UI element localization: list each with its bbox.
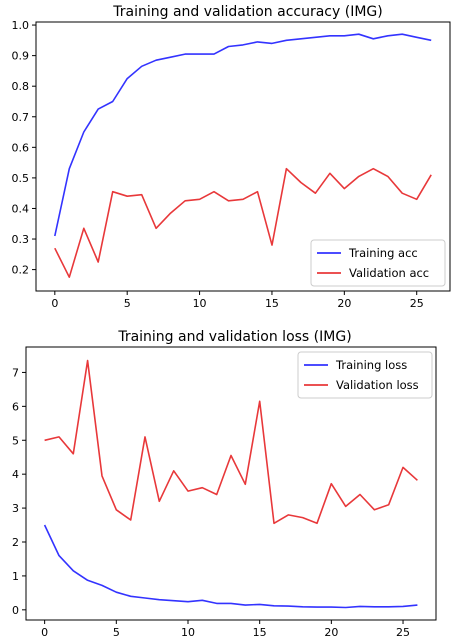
loss-ytick-label: 6 (12, 400, 19, 413)
loss-chart: Training and validation loss (IMG) 0 5 10 1… (12, 329, 437, 639)
loss-legend-label: Validation loss (336, 378, 419, 392)
accuracy-legend-label: Validation acc (349, 266, 429, 280)
accuracy-ytick-label: 0.5 (12, 172, 30, 185)
accuracy-axes: 0 5 10 15 20 25 0.2 0.3 0.4 0.5 0.6 0.7 0.8 0.9 1.0 (12, 19, 424, 310)
accuracy-xtick-label: 0 (51, 297, 58, 310)
loss-legend-box (297, 351, 433, 399)
accuracy-xtick-label: 20 (337, 297, 351, 310)
loss-axes: 0 5 10 15 20 25 0 1 2 3 4 5 6 7 (12, 366, 410, 639)
loss-ytick-label: 2 (12, 536, 19, 549)
accuracy-ytick-label: 0.3 (12, 233, 30, 246)
accuracy-ytick-label: 0.9 (12, 50, 30, 63)
accuracy-lines (54, 33, 432, 279)
accuracy-legend: Training acc Validation acc (310, 239, 446, 287)
accuracy-ytick-label: 0.2 (12, 264, 30, 277)
loss-xtick-label: 15 (253, 626, 267, 639)
loss-xtick-label: 25 (396, 626, 410, 639)
loss-ytick-label: 5 (12, 434, 19, 447)
accuracy-ytick-label: 1.0 (12, 19, 30, 32)
loss-ytick-label: 1 (12, 570, 19, 583)
accuracy-legend-box (310, 239, 446, 287)
accuracy-xtick-label: 25 (410, 297, 424, 310)
loss-series-validation-line (44, 359, 418, 525)
accuracy-chart: Training and validation accuracy (IMG) 0… (12, 4, 451, 310)
loss-xtick-label: 10 (181, 626, 195, 639)
loss-plot-frame (25, 346, 437, 621)
accuracy-xtick-label: 10 (193, 297, 207, 310)
loss-ytick-label: 7 (12, 366, 19, 379)
loss-ytick-label: 4 (12, 468, 19, 481)
accuracy-ytick-label: 0.6 (12, 141, 30, 154)
loss-chart-title: Training and validation loss (IMG) (117, 329, 351, 345)
accuracy-series-training-line (54, 33, 432, 237)
loss-xtick-label: 0 (41, 626, 48, 639)
loss-xtick-label: 5 (113, 626, 120, 639)
accuracy-chart-title: Training and validation accuracy (IMG) (112, 4, 382, 20)
accuracy-series-validation-line (54, 167, 432, 279)
accuracy-plot-frame (35, 21, 451, 292)
accuracy-xtick-label: 15 (265, 297, 279, 310)
accuracy-ytick-label: 0.8 (12, 80, 30, 93)
loss-legend-label: Training loss (335, 358, 407, 372)
loss-lines (43, 359, 418, 609)
loss-xtick-label: 20 (324, 626, 338, 639)
loss-ytick-label: 3 (12, 502, 19, 515)
accuracy-ytick-label: 0.4 (12, 202, 30, 215)
loss-series-training-line (43, 524, 418, 609)
loss-legend: Training loss Validation loss (297, 351, 433, 399)
accuracy-legend-label: Training acc (348, 246, 418, 260)
accuracy-ytick-label: 0.7 (12, 111, 30, 124)
accuracy-xtick-label: 5 (124, 297, 131, 310)
loss-ytick-label: 0 (12, 604, 19, 617)
